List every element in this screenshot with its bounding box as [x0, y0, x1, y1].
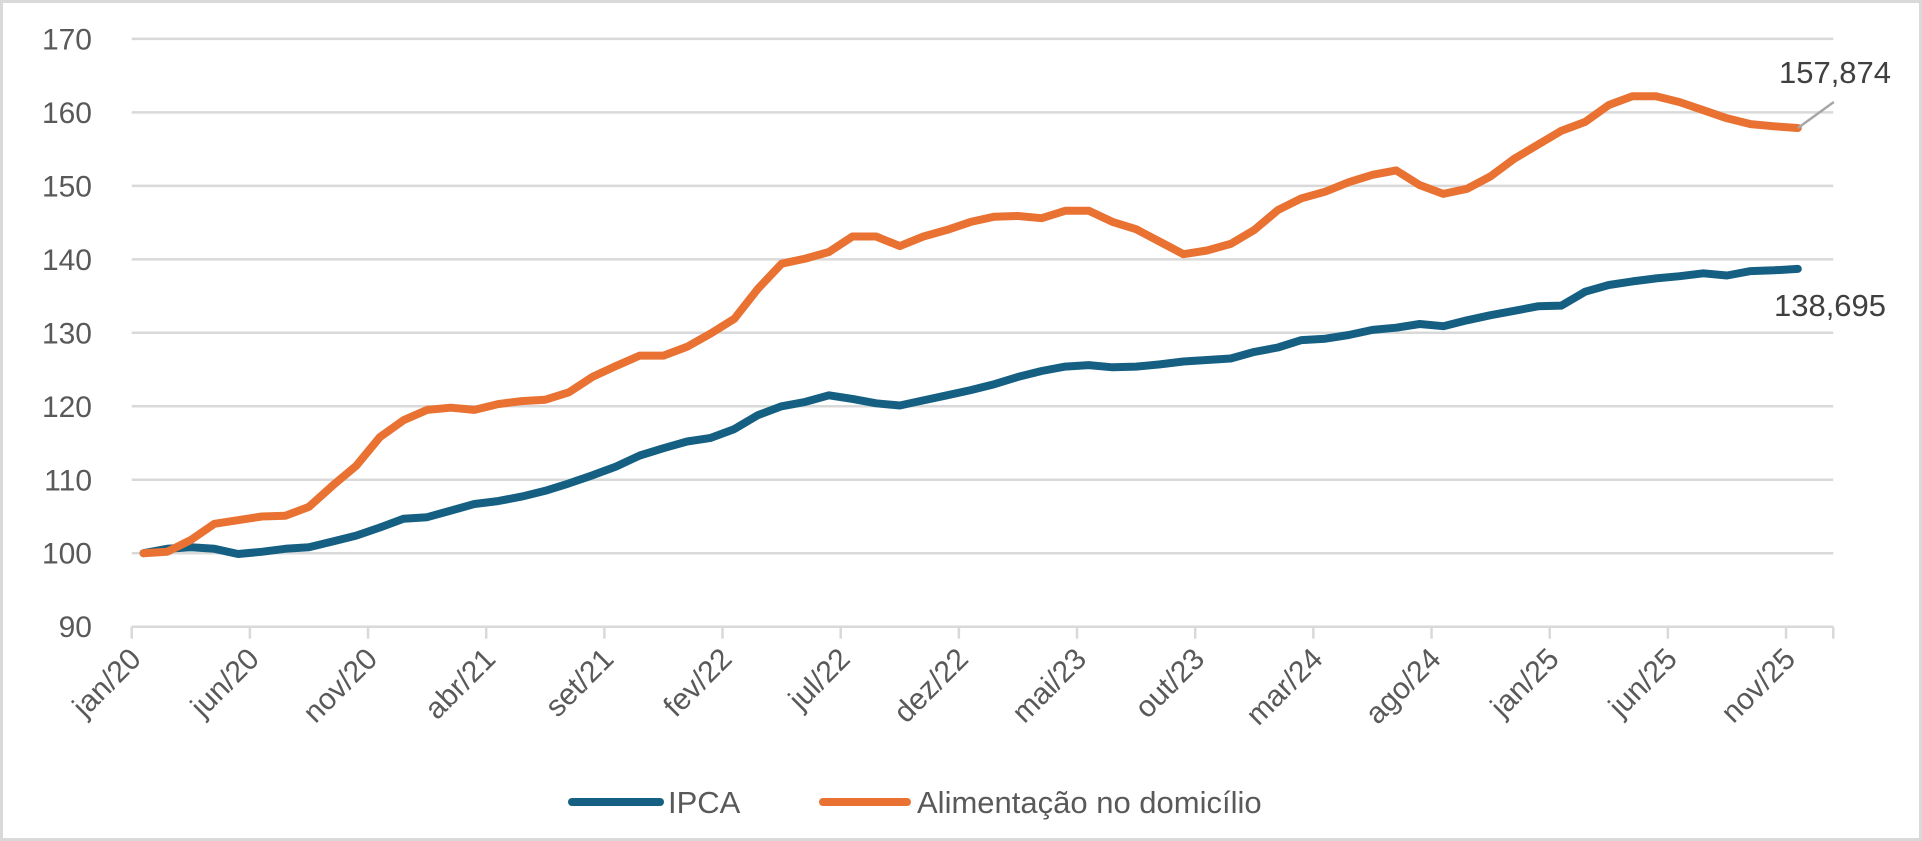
series-ipca — [139, 264, 1802, 558]
y-tick-label: 160 — [42, 97, 92, 130]
y-tick-label: 100 — [42, 538, 92, 571]
x-tick-label: jun/25 — [1602, 642, 1684, 724]
x-tick-label: set/21 — [539, 642, 620, 723]
x-tick-label: fev/22 — [657, 642, 738, 723]
y-tick-label: 110 — [44, 464, 92, 497]
x-tick-label: dez/22 — [888, 642, 975, 729]
y-tick-label: 140 — [42, 244, 92, 277]
series-alimentacao — [139, 92, 1802, 558]
x-tick-label: abr/21 — [419, 642, 502, 725]
x-tick-label: ago/24 — [1359, 642, 1447, 730]
x-tick-label: jan/25 — [1484, 642, 1566, 724]
x-tick-label: nov/20 — [297, 642, 384, 729]
y-tick-label: 130 — [42, 317, 92, 350]
y-tick-label: 150 — [42, 170, 92, 203]
data-label-ipca-end: 138,695 — [1774, 288, 1886, 323]
series-line — [139, 264, 1802, 558]
x-axis: jan/20 jun/20 nov/20 abr/21 set/21 fev/22 jul/… — [66, 626, 1835, 732]
x-tick-label: jul/22 — [782, 642, 857, 717]
x-tick-label: out/23 — [1129, 642, 1211, 724]
leader-line — [1797, 100, 1835, 130]
x-tick-label: nov/25 — [1715, 642, 1802, 729]
x-tick-label: jan/20 — [66, 642, 148, 724]
y-tick-label: 90 — [59, 611, 92, 644]
series-line — [139, 92, 1802, 558]
series-lines — [139, 92, 1802, 558]
legend-label-ipca: IPCA — [668, 785, 741, 820]
y-tick-label: 120 — [42, 391, 92, 424]
x-tick-label: mar/24 — [1240, 642, 1329, 731]
legend: IPCA Alimentação no domicílio — [568, 785, 1262, 820]
data-label-alimentacao-end: 157,874 — [1779, 55, 1891, 90]
legend-label-alimentacao: Alimentação no domicílio — [917, 785, 1262, 820]
x-tick-label: jun/20 — [184, 642, 266, 724]
y-axis: 90 100 110 120 130 140 150 160 170 — [42, 23, 92, 644]
y-tick-label: 170 — [42, 23, 92, 56]
x-tick-label: mai/23 — [1006, 642, 1093, 729]
data-labels: 157,874 138,695 — [1774, 55, 1891, 323]
